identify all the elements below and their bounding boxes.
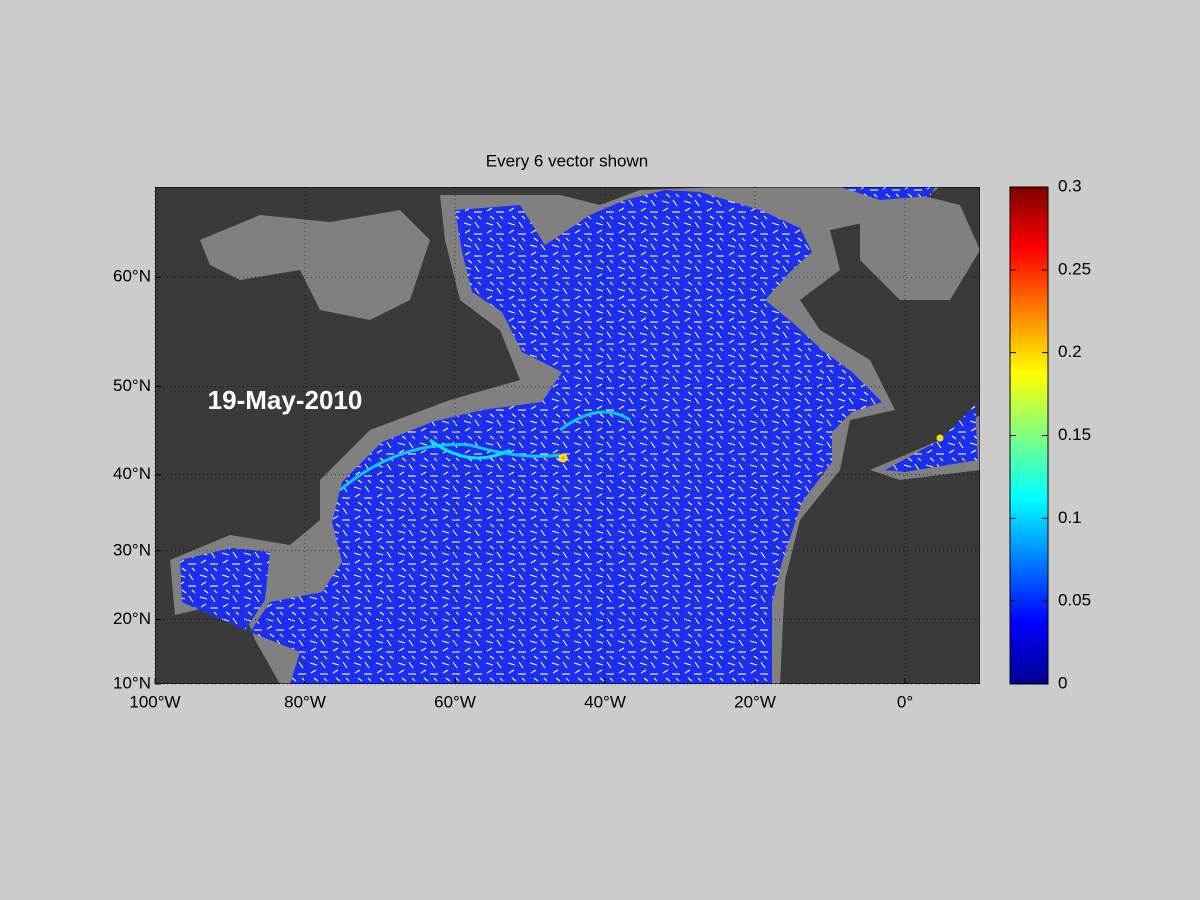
lat-tick-label: 60°N <box>113 267 151 286</box>
lat-tick-label: 30°N <box>113 540 151 559</box>
colorbar-tick-label: 0 <box>1058 673 1067 692</box>
colorbar-tick-label: 0.3 <box>1058 176 1082 195</box>
current-highlights <box>339 410 944 492</box>
lon-tick-label: 100°W <box>129 692 180 711</box>
lon-tick-label: 0° <box>897 692 913 711</box>
lat-tick-label: 40°N <box>113 464 151 483</box>
lon-tick-label: 80°W <box>284 692 326 711</box>
lat-tick-label: 50°N <box>113 376 151 395</box>
colorbar <box>1009 186 1049 685</box>
ocean-vectors <box>180 187 978 684</box>
date-label: 19-May-2010 <box>208 385 363 415</box>
map-area <box>155 187 980 684</box>
lon-tick-label: 60°W <box>434 692 476 711</box>
lon-tick-label: 40°W <box>584 692 626 711</box>
colorbar-tick-label: 0.05 <box>1058 591 1091 610</box>
colorbar-tick-label: 0.25 <box>1058 259 1091 278</box>
colorbar-tick-label: 0.1 <box>1058 508 1082 527</box>
lat-tick-label: 10°N <box>113 673 151 692</box>
colorbar-tick-label: 0.15 <box>1058 425 1091 444</box>
map-title: Every 6 vector shown <box>486 151 649 170</box>
lon-tick-label: 20°W <box>734 692 776 711</box>
colorbar-tick-label: 0.2 <box>1058 342 1082 361</box>
lat-tick-label: 20°N <box>113 609 151 628</box>
